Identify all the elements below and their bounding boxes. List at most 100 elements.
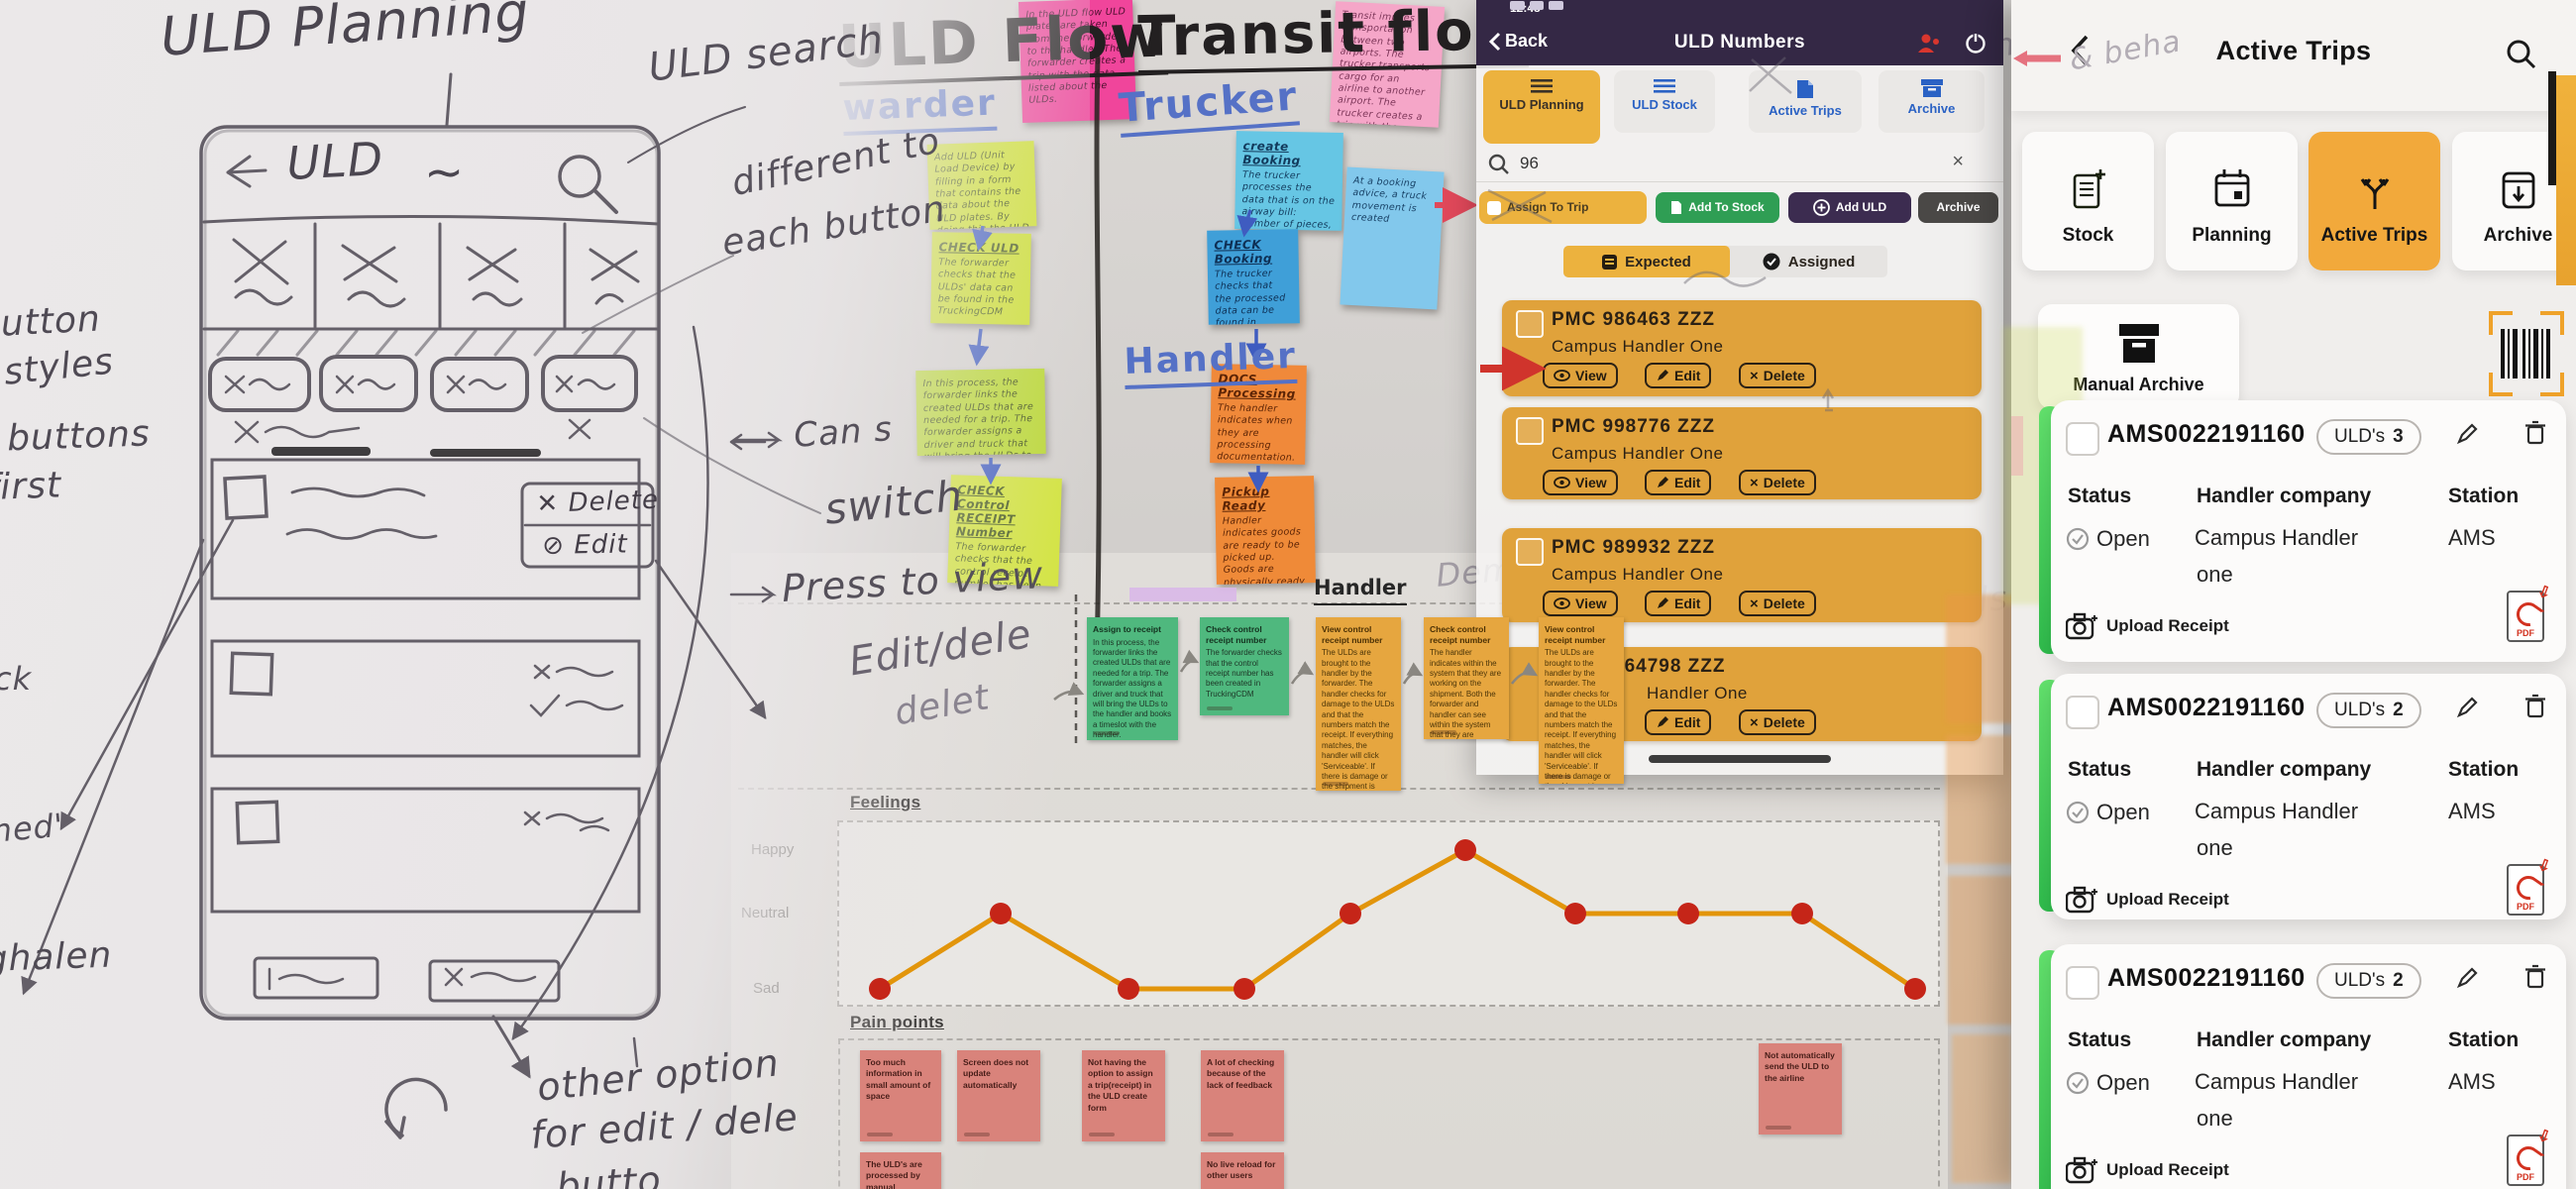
wire-header-squiggle: ~ <box>424 145 466 200</box>
search-field[interactable]: 96 × <box>1476 148 2003 182</box>
eye-icon <box>1554 597 1570 609</box>
edit-pencil-icon[interactable] <box>2455 422 2479 451</box>
search-icon <box>1488 154 1509 174</box>
panel-tab-active-trips[interactable]: Active Trips <box>2308 132 2440 270</box>
panel-tab-stock[interactable]: Stock <box>2022 132 2154 270</box>
power-icon[interactable] <box>1964 31 1987 54</box>
edit-button[interactable]: Edit <box>1645 470 1712 495</box>
card-title: PMC 998776 ZZZ <box>1552 416 1715 437</box>
back-button[interactable]: Back <box>1488 31 1548 52</box>
pdf-receipt-icon[interactable]: PDF ⇩ <box>2507 583 2552 642</box>
uld-count-badge: ULD's 2 <box>2316 693 2421 728</box>
card-checkbox[interactable] <box>1516 538 1544 566</box>
document-icon <box>1671 201 1682 214</box>
segment-assigned[interactable]: Assigned <box>1730 246 1887 277</box>
upload-receipt-button[interactable]: Upload Receipt <box>2066 886 2229 914</box>
view-button[interactable]: View <box>1543 591 1618 616</box>
card-title: 964798 ZZZ <box>1613 656 1726 677</box>
process-note-title: View control receipt number <box>1545 624 1606 645</box>
barcode-scan-button[interactable] <box>2489 311 2564 396</box>
card-checkbox[interactable] <box>1516 417 1544 445</box>
document-icon <box>1797 80 1813 98</box>
search-icon[interactable] <box>2505 38 2538 71</box>
delete-button[interactable]: × Delete <box>1739 591 1816 616</box>
camera-icon <box>2066 612 2097 640</box>
pain-note-4[interactable]: A lot of checking because of the lack of… <box>1201 1050 1284 1141</box>
view-button[interactable]: View <box>1543 470 1618 495</box>
trash-icon[interactable] <box>2524 964 2546 995</box>
process-note-check-control[interactable]: Check control receipt number The forwarde… <box>1200 617 1289 715</box>
delete-button[interactable]: × Delete <box>1739 363 1816 388</box>
card-subtitle: Campus Handler One <box>1552 444 1724 463</box>
process-note-check-working[interactable]: Check control receipt number The handler … <box>1424 617 1509 739</box>
search-query: 96 <box>1520 154 1539 172</box>
edit-button[interactable]: Edit <box>1645 363 1712 388</box>
author-signature <box>964 1133 990 1136</box>
pain-note-7[interactable]: Not automatically send the ULD to the ai… <box>1759 1043 1842 1135</box>
trash-icon[interactable] <box>2524 420 2546 451</box>
uld-card[interactable]: PMC 998776 ZZZ Campus Handler One View Edit… <box>1502 407 1982 499</box>
handler-column-header: Handler company <box>2197 758 2372 781</box>
uld-card[interactable]: PMC 989932 ZZZ Campus Handler One View Edit… <box>1502 528 1982 622</box>
edit-button[interactable]: Edit <box>1645 709 1712 735</box>
upload-receipt-button[interactable]: Upload Receipt <box>2066 1156 2229 1184</box>
pdf-receipt-icon[interactable]: PDF ⇩ <box>2507 856 2552 916</box>
process-note-view-control-1[interactable]: View control receipt number The ULDs are … <box>1316 617 1401 791</box>
manual-archive-button[interactable]: Manual Archive <box>2038 304 2239 409</box>
panel-tab-planning[interactable]: Planning <box>2166 132 2298 270</box>
author-signature <box>1094 731 1120 735</box>
add-uld-button[interactable]: Add ULD <box>1788 192 1911 223</box>
tab-uld-stock[interactable]: ULD Stock <box>1614 70 1715 133</box>
pain-note-3[interactable]: Not having the option to assign a trip(r… <box>1082 1050 1165 1141</box>
trip-card[interactable]: AMS0022191160 ULD's 2 Status Handler company… <box>2051 944 2566 1189</box>
margin-note-ck: ck <box>0 660 33 698</box>
edit-pencil-icon[interactable] <box>2455 696 2479 724</box>
tab-archive[interactable]: Archive <box>1878 70 1985 133</box>
card-title: PMC 989932 ZZZ <box>1552 537 1715 558</box>
trash-icon[interactable] <box>2524 694 2546 724</box>
pain-note-text: No live reload for other users <box>1207 1159 1276 1181</box>
edit-pencil-icon[interactable] <box>2455 966 2479 995</box>
trip-card[interactable]: AMS0022191160 ULD's 3 Status Handler company… <box>2051 400 2566 662</box>
trip-checkbox[interactable] <box>2066 696 2099 729</box>
status-column-header: Status <box>2068 758 2132 781</box>
process-note-view-control-2[interactable]: View control receipt number The ULDs are … <box>1539 617 1624 784</box>
tab-uld-planning[interactable]: ULD Planning <box>1483 70 1600 144</box>
segment-expected[interactable]: Expected <box>1563 246 1730 277</box>
trip-card[interactable]: AMS0022191160 ULD's 2 Status Handler company… <box>2051 674 2566 919</box>
assign-to-trip-button[interactable]: Assign To Trip <box>1479 191 1647 224</box>
camera-icon <box>2066 1156 2097 1184</box>
calendar-icon <box>2214 169 2249 207</box>
upload-receipt-button[interactable]: Upload Receipt <box>2066 612 2229 640</box>
pain-note-1[interactable]: Too much information in small amount of … <box>860 1050 941 1141</box>
handler-value-line2: one <box>2197 562 2233 587</box>
archive-button[interactable]: Archive <box>1918 192 1998 223</box>
pain-note-2[interactable]: Screen does not update automatically <box>957 1050 1040 1141</box>
author-signature <box>1089 1133 1115 1136</box>
tab-active-trips[interactable]: Active Trips <box>1749 70 1862 133</box>
handler-value: Campus Handler <box>2195 1069 2359 1094</box>
add-to-stock-button[interactable]: Add To Stock <box>1656 192 1779 223</box>
trip-checkbox[interactable] <box>2066 966 2099 1000</box>
delete-button[interactable]: × Delete <box>1739 709 1816 735</box>
handler-value-line2: one <box>2197 835 2233 860</box>
assign-icon <box>1487 200 1501 215</box>
card-checkbox[interactable] <box>1516 310 1544 338</box>
scroll-indicator[interactable] <box>1649 755 1831 763</box>
user-icon[interactable] <box>1916 32 1942 54</box>
active-trips-panel: Active Trips Stock Planning Active Trips… <box>2003 0 2576 1189</box>
pdf-receipt-icon[interactable]: PDF ⇩ <box>2507 1127 2552 1186</box>
back-chevron-icon[interactable] <box>2069 34 2091 67</box>
view-button[interactable]: View <box>1543 363 1618 388</box>
uld-card[interactable]: PMC 986463 ZZZ Campus Handler One View Edit… <box>1502 300 1982 396</box>
clear-search-icon[interactable]: × <box>1952 151 1964 172</box>
pain-note-5[interactable]: The ULD's are processed by manual admini… <box>860 1152 941 1189</box>
pain-note-6[interactable]: No live reload for other users <box>1201 1152 1284 1189</box>
edit-button[interactable]: Edit <box>1645 591 1712 616</box>
delete-button[interactable]: × Delete <box>1739 470 1816 495</box>
trip-checkbox[interactable] <box>2066 422 2099 456</box>
process-note-assign-receipt[interactable]: Assign to receipt In this process, the fo… <box>1087 617 1178 740</box>
panel-tab-archive[interactable]: Archive <box>2452 132 2576 270</box>
margin-note-ned: ned' <box>0 806 66 850</box>
pain-note-text: Too much information in small amount of … <box>866 1057 931 1102</box>
